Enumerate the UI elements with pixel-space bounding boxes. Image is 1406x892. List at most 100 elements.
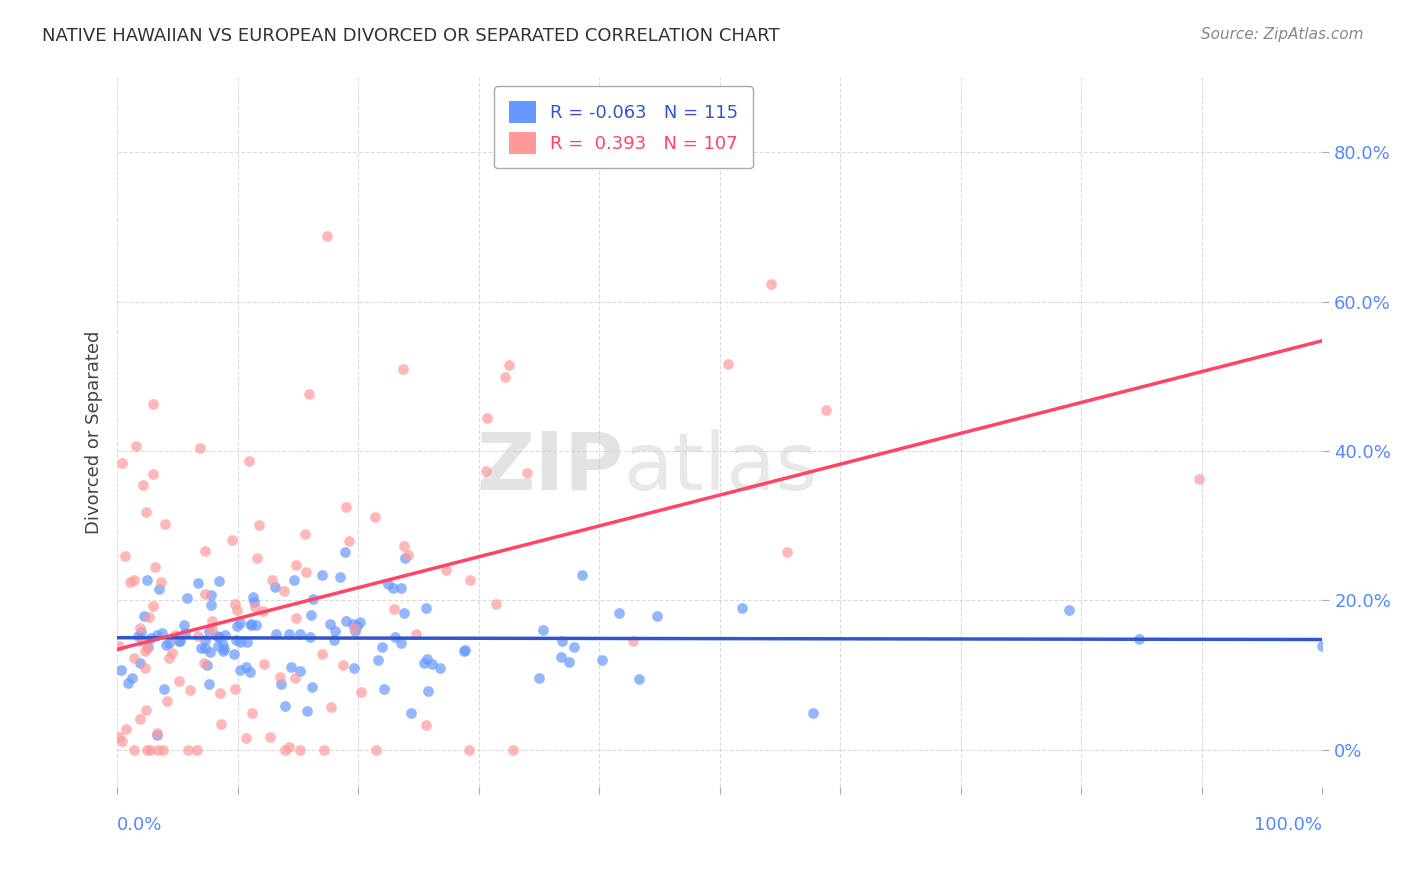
Point (502, 743, 524, 757)
Point (349, 615, 371, 630)
Point (211, 643, 233, 657)
Point (198, 645, 221, 659)
Point (460, 573, 482, 587)
Point (288, 626, 311, 640)
Point (558, 655, 581, 669)
Point (301, 681, 323, 695)
Point (284, 611, 307, 625)
Point (396, 549, 419, 563)
Point (207, 630, 229, 644)
Point (121, 671, 143, 685)
Point (176, 743, 198, 757)
Point (284, 671, 307, 685)
Point (252, 604, 274, 618)
Point (179, 682, 201, 697)
Point (253, 657, 276, 672)
Point (156, 694, 179, 708)
Point (1310, 639, 1333, 653)
Point (247, 518, 270, 533)
Point (240, 617, 263, 632)
Point (323, 632, 346, 647)
Point (111, 456, 134, 470)
Point (135, 506, 157, 520)
Point (302, 592, 325, 607)
Point (239, 618, 262, 632)
Point (381, 581, 404, 595)
Point (212, 642, 235, 657)
Point (135, 640, 157, 655)
Point (454, 643, 477, 657)
Point (420, 657, 443, 672)
Point (1128, 632, 1150, 646)
Point (169, 634, 191, 648)
Point (283, 573, 305, 587)
Point (209, 686, 232, 700)
Point (131, 624, 153, 639)
Point (110, 734, 132, 748)
Point (200, 598, 222, 612)
Point (295, 704, 318, 718)
Point (277, 740, 299, 755)
Point (562, 640, 585, 655)
Point (124, 439, 146, 453)
Point (139, 631, 162, 645)
Point (316, 229, 339, 244)
Text: 0.0%: 0.0% (117, 816, 163, 834)
Point (236, 635, 259, 649)
Point (157, 636, 180, 650)
Point (205, 629, 228, 643)
Point (167, 634, 190, 648)
Point (148, 582, 170, 596)
Point (188, 441, 211, 455)
Point (207, 574, 229, 588)
Legend: R = -0.063   N = 115, R =  0.393   N = 107: R = -0.063 N = 115, R = 0.393 N = 107 (494, 87, 752, 169)
Point (389, 636, 412, 650)
Point (342, 661, 364, 675)
Point (392, 607, 415, 621)
Point (319, 616, 342, 631)
Point (516, 466, 538, 480)
Point (475, 464, 498, 478)
Point (143, 560, 166, 574)
Point (392, 539, 415, 553)
Point (299, 607, 322, 622)
Point (224, 597, 246, 611)
Point (645, 608, 668, 623)
Point (323, 624, 346, 639)
Point (621, 634, 644, 648)
Point (475, 410, 498, 425)
Point (225, 603, 247, 617)
Point (190, 641, 212, 656)
Point (145, 628, 167, 642)
Point (273, 584, 295, 599)
Point (198, 677, 221, 691)
Text: ZIP: ZIP (477, 429, 623, 507)
Point (221, 533, 243, 548)
Point (312, 743, 335, 757)
Point (194, 632, 217, 647)
Point (311, 647, 333, 661)
Point (273, 743, 295, 757)
Point (366, 743, 388, 757)
Point (607, 606, 630, 620)
Point (731, 601, 754, 615)
Point (527, 671, 550, 685)
Point (416, 684, 439, 698)
Point (415, 718, 437, 732)
Point (131, 634, 153, 648)
Point (335, 500, 357, 515)
Point (138, 609, 160, 624)
Point (319, 700, 342, 714)
Point (235, 660, 257, 674)
Point (429, 661, 451, 675)
Point (134, 661, 156, 675)
Point (412, 657, 434, 671)
Point (239, 665, 262, 679)
Point (394, 551, 416, 566)
Point (270, 677, 292, 691)
Point (228, 663, 250, 677)
Point (122, 650, 145, 665)
Text: 100.0%: 100.0% (1254, 816, 1322, 834)
Point (152, 681, 174, 696)
Point (245, 551, 267, 566)
